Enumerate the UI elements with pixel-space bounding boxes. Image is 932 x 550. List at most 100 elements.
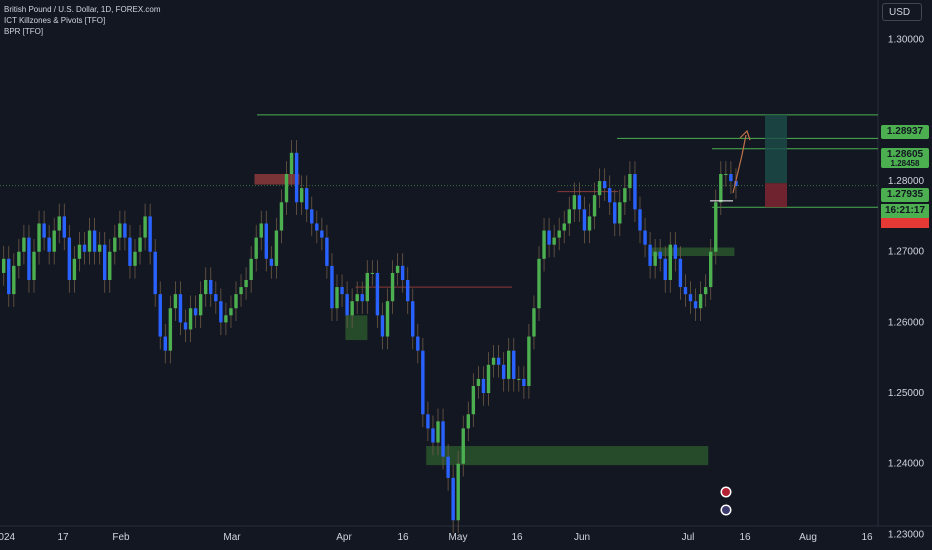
candle-body [724,174,728,175]
countdown-label: 16:21:17 [881,204,929,218]
candle-body [411,301,415,337]
candle-body [476,378,481,386]
candle-body [673,244,678,259]
candle-body [628,174,632,189]
candle-body [461,428,465,464]
candle-body [370,272,375,274]
candle-body [118,223,122,238]
candle-body [254,237,258,259]
candle-body [507,350,511,379]
candle-body [663,258,667,280]
candle-body [678,258,683,288]
candle-body [2,258,6,273]
indicator-bpr[interactable]: BPR [TFO] [4,27,44,36]
candle-body [608,188,612,203]
candle-body [163,336,167,351]
candle-body [532,308,536,337]
candle-body [198,294,203,316]
candle-body [294,152,299,203]
candle-body [517,378,521,380]
candle-body [239,287,243,295]
candle-body [426,414,430,429]
candle-body [416,336,420,351]
x-tick-label: Aug [799,532,817,543]
candle-body [496,357,501,365]
candle-body [587,216,592,231]
candle-body [658,251,662,259]
candle-body [562,223,566,231]
candle-body [188,308,193,330]
candle-body [719,174,723,203]
candle-body [547,230,551,245]
candle-body [52,230,56,252]
candle-body [7,258,11,295]
candle-body [158,294,162,337]
candle-body [193,308,198,316]
candle-body [249,258,253,280]
candle-body [67,237,72,280]
candle-body [375,272,380,316]
fvg-zone [345,315,368,341]
candle-body [37,223,41,252]
indicator-ict-killzones[interactable]: ICT Killzones & Pivots [TFO] [4,16,106,25]
candle-body [703,287,708,295]
symbol-title[interactable]: British Pound / U.S. Dollar, 1D, FOREX.c… [4,5,161,14]
y-tick-label: 1.25000 [888,388,925,399]
candle-body [668,244,672,280]
candle-body [209,280,213,295]
projection-arrow [732,134,747,194]
candle-body [557,230,561,238]
candle-body [108,251,112,280]
y-tick-label: 1.26000 [888,317,925,328]
x-tick-label: 16 [511,532,523,543]
x-tick-label: Feb [112,532,130,543]
candle-body [82,244,87,252]
y-tick-label: 1.30000 [888,35,925,46]
x-tick-label: 2024 [0,532,16,543]
candle-body [683,287,688,295]
currency-button[interactable]: USD [882,3,922,21]
y-tick-label: 1.24000 [888,459,925,470]
candle-body [527,336,531,386]
candle-body [643,230,647,245]
x-tick-label: Mar [223,532,241,543]
candle-body [421,350,425,415]
candle-body [552,237,556,245]
x-tick-label: Jun [574,532,590,543]
candle-body [264,223,268,259]
flag-icon [722,488,730,496]
candle-body [305,188,309,210]
candle-body [133,251,137,266]
candle-body [315,223,319,231]
candle-body [224,315,228,323]
candle-body [279,202,284,231]
candle-body [597,181,602,196]
candle-body [648,244,652,266]
candle-body [491,357,496,365]
bearish-order-block [254,174,300,185]
candle-body [395,265,400,273]
candle-body [57,216,61,231]
candle-body [219,301,223,323]
price-label-red [881,218,929,228]
candle-body [204,280,208,295]
demand-zone [426,446,709,466]
candle-body [522,378,526,386]
candle-body [244,280,248,288]
candle-body [355,294,359,302]
candle-body [325,237,329,266]
candle-body [431,428,435,443]
candle-body [451,477,455,521]
candle-body [284,174,289,203]
candle-body [618,202,622,224]
price-label-level-low: 1.28458 [881,160,929,168]
candle-body [153,251,157,295]
candle-body [602,181,607,189]
candle-body [97,244,102,252]
candle-body [567,209,571,224]
candle-body [582,209,587,231]
candle-body [234,294,238,309]
candle-body [501,364,506,379]
candle-body [471,386,476,415]
